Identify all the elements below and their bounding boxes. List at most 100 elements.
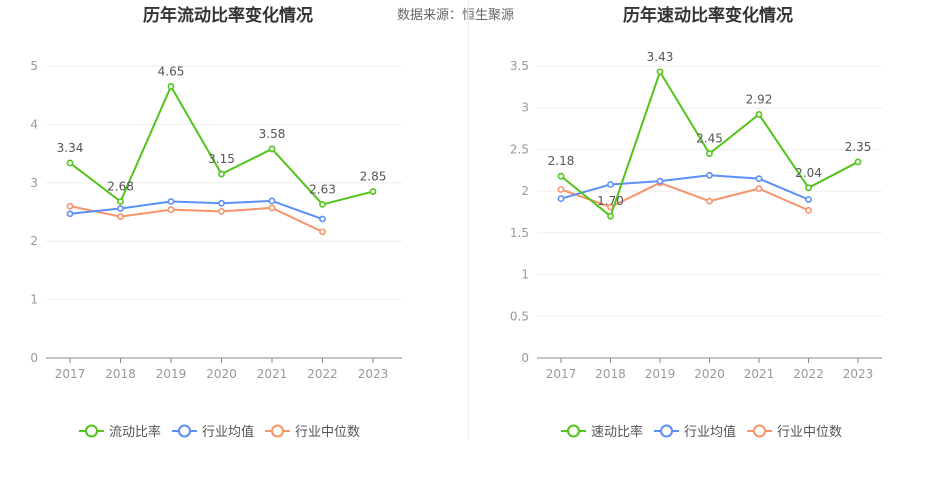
legend-marker-icon: [660, 424, 673, 438]
legend-item-main[interactable]: 速动比率: [561, 424, 643, 440]
data-point-main[interactable]: [656, 68, 664, 76]
data-point-main[interactable]: [706, 150, 713, 157]
legend-label: 行业中位数: [777, 425, 842, 440]
chart-divider: [468, 0, 469, 440]
y-tick-label: 2: [30, 234, 38, 248]
x-tick-label: 2021: [744, 367, 775, 381]
data-point-main[interactable]: [218, 170, 225, 178]
data-point-avg[interactable]: [557, 195, 565, 203]
data-label: 2.92: [746, 92, 773, 106]
quick-ratio-chart: 历年速动比率变化情况 0 0.5 1 1.5 2 2.5 3 3.5 2017 2018 2019 20…: [510, 5, 882, 440]
y-tick-label: 3: [521, 101, 529, 115]
data-point-median[interactable]: [557, 186, 565, 193]
legend-item-avg[interactable]: 行业均值: [172, 424, 254, 440]
data-label: 3.34: [57, 141, 84, 155]
data-point-main[interactable]: [268, 145, 276, 153]
data-label: 2.45: [696, 132, 723, 146]
data-label: 1.70: [597, 194, 624, 208]
data-label: 3.15: [208, 152, 235, 166]
data-label: 2.85: [360, 170, 387, 184]
legend-item-median[interactable]: 行业中位数: [265, 424, 360, 440]
x-tick-label: 2017: [55, 367, 86, 381]
data-point-main[interactable]: [607, 212, 614, 220]
y-tick-label: 1: [30, 293, 38, 307]
data-point-main[interactable]: [66, 159, 74, 167]
data-point-main[interactable]: [369, 188, 377, 195]
data-label: 2.18: [548, 154, 575, 168]
legend-label: 流动比率: [109, 424, 161, 440]
data-point-avg[interactable]: [755, 175, 763, 183]
x-tick-label: 2023: [358, 367, 389, 381]
legend-marker-icon: [567, 424, 580, 438]
data-point-main[interactable]: [854, 158, 862, 166]
data-point-median[interactable]: [218, 208, 225, 215]
data-point-median[interactable]: [319, 228, 326, 236]
x-tick-label: 2019: [645, 367, 676, 381]
legend-label: 行业均值: [684, 424, 736, 440]
data-point-avg[interactable]: [218, 199, 225, 207]
data-label: 3.43: [647, 50, 674, 64]
x-tick-label: 2020: [206, 367, 237, 381]
legend-label: 行业中位数: [295, 425, 360, 440]
data-point-avg[interactable]: [319, 215, 326, 223]
legend-marker-icon: [85, 424, 98, 438]
y-tick-label: 2: [521, 184, 529, 198]
x-tick-label: 2022: [307, 367, 338, 381]
y-tick-label: 3.5: [510, 59, 529, 73]
data-point-main[interactable]: [557, 172, 565, 180]
y-tick-label: 2.5: [510, 142, 529, 156]
data-point-median[interactable]: [268, 204, 276, 212]
legend-label: 行业均值: [202, 424, 254, 440]
legend-label: 速动比率: [591, 424, 643, 440]
x-tick-label: 2018: [105, 367, 136, 381]
data-point-avg[interactable]: [656, 177, 664, 185]
data-point-avg[interactable]: [167, 198, 175, 205]
data-point-main[interactable]: [755, 110, 763, 118]
y-tick-label: 1: [521, 268, 529, 282]
x-tick-label: 2023: [843, 367, 874, 381]
data-label: 2.68: [107, 179, 134, 193]
y-tick-label: 0: [521, 351, 529, 365]
legend-marker-icon: [178, 424, 191, 438]
legend-item-median[interactable]: 行业中位数: [747, 424, 842, 440]
data-point-avg[interactable]: [607, 181, 614, 188]
data-source-label: 数据来源：恒生聚源: [397, 8, 515, 23]
x-tick-label: 2020: [694, 367, 725, 381]
x-tick-label: 2019: [156, 367, 187, 381]
data-point-avg[interactable]: [117, 205, 124, 212]
y-tick-label: 5: [30, 59, 38, 73]
current-ratio-chart: 历年流动比率变化情况 0 1 2 3 4 5 2017 2018 2019 2020 2021 2022…: [30, 5, 402, 440]
legend-item-main[interactable]: 流动比率: [79, 424, 161, 440]
data-point-avg[interactable]: [706, 171, 713, 179]
data-point-avg[interactable]: [268, 197, 276, 205]
series-line-median: [560, 181, 809, 212]
data-point-median[interactable]: [805, 206, 812, 214]
series-line-median: [69, 205, 323, 233]
y-tick-label: 1.5: [510, 226, 529, 240]
data-point-main[interactable]: [117, 198, 124, 205]
data-point-avg[interactable]: [805, 196, 812, 203]
data-point-median[interactable]: [66, 202, 74, 210]
series-line-avg: [560, 174, 809, 201]
chart-title: 历年速动比率变化情况: [623, 5, 793, 26]
data-label: 3.58: [259, 127, 286, 141]
y-tick-label: 0.5: [510, 309, 529, 323]
data-point-median[interactable]: [706, 197, 713, 205]
data-point-main[interactable]: [167, 83, 175, 90]
y-tick-label: 3: [30, 176, 38, 190]
data-label: 2.63: [309, 182, 336, 196]
x-tick-label: 2021: [257, 367, 288, 381]
data-point-avg[interactable]: [66, 210, 74, 218]
data-point-median[interactable]: [117, 213, 124, 221]
data-label: 4.65: [158, 64, 185, 78]
data-point-median[interactable]: [755, 185, 763, 193]
data-point-median[interactable]: [167, 206, 175, 214]
legend-item-avg[interactable]: 行业均值: [654, 424, 736, 440]
data-point-main[interactable]: [805, 184, 812, 192]
data-point-main[interactable]: [319, 201, 326, 208]
x-tick-label: 2018: [595, 367, 626, 381]
x-tick-label: 2017: [546, 367, 577, 381]
y-tick-label: 0: [30, 351, 38, 365]
series-line-avg: [69, 199, 323, 220]
x-tick-label: 2022: [793, 367, 824, 381]
